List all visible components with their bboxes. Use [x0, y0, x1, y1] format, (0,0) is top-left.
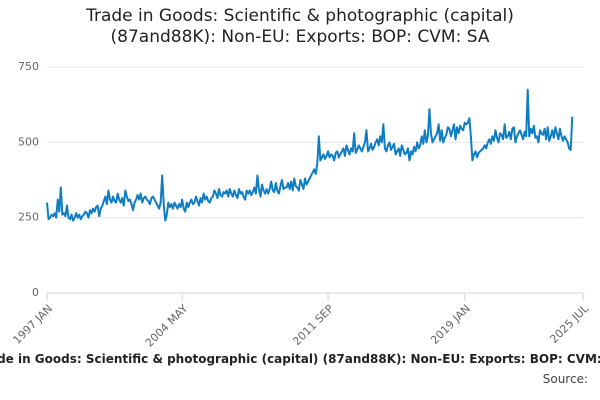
y-tick-label: 250 — [18, 211, 39, 224]
x-tick-label: 2011 SEP — [290, 302, 336, 348]
data-line — [46, 88, 574, 222]
x-tick-label: 2019 JAN — [428, 302, 473, 347]
x-tick-label: 2025 JUL — [547, 301, 591, 345]
chart-title: Trade in Goods: Scientific & photographi… — [86, 6, 514, 47]
y-tick-label: 500 — [18, 135, 39, 148]
caption: Trade in Goods: Scientific & photographi… — [0, 352, 600, 366]
x-tick-label: 1997 JAN — [10, 302, 55, 347]
x-tick-label: 2004 MAY — [143, 302, 191, 350]
source: Source: — [542, 372, 588, 386]
y-tick-label: 0 — [32, 286, 39, 299]
y-tick-label: 750 — [18, 60, 39, 73]
caption-wrap: Trade in Goods: Scientific & photographi… — [0, 352, 600, 366]
